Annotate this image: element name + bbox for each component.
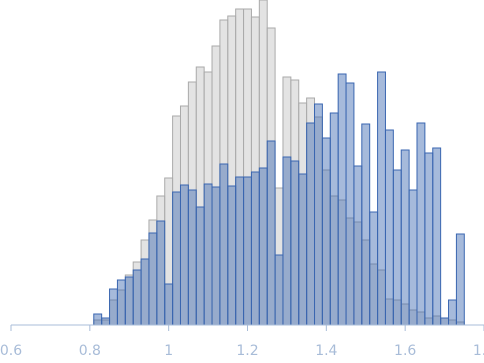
histogram-bar — [227, 185, 237, 326]
histogram-bar — [195, 206, 205, 326]
histogram-bar — [329, 112, 339, 326]
histogram-bar — [203, 183, 213, 326]
histogram-bar — [361, 123, 371, 326]
x-tick-label: 1.8 — [473, 343, 484, 359]
histogram-bar — [400, 149, 410, 326]
histogram-bar — [156, 220, 166, 326]
histogram-bar — [282, 156, 292, 326]
histogram-bar — [219, 163, 229, 326]
x-tick-label: 1.2 — [236, 343, 258, 359]
histogram-bar — [369, 211, 379, 326]
histogram-bar — [314, 103, 323, 326]
histogram-bar — [290, 160, 300, 326]
histogram-bar — [211, 186, 221, 326]
histogram-bar — [109, 288, 118, 326]
histogram-bar — [321, 137, 331, 326]
histogram-bar — [148, 232, 158, 326]
histogram-bar — [416, 122, 426, 326]
histogram-bar — [116, 279, 126, 326]
histogram-bar — [187, 189, 197, 326]
histogram-bar — [440, 317, 450, 326]
histogram-bar — [377, 71, 386, 326]
histogram-bar — [235, 176, 245, 326]
histogram-bar — [306, 122, 316, 326]
histogram-bar — [172, 191, 181, 326]
histogram-bar — [132, 269, 142, 326]
histogram-bar — [124, 276, 134, 326]
histogram-bar — [432, 147, 442, 326]
histogram-bar — [455, 233, 465, 326]
histogram-bar — [408, 189, 418, 326]
x-tick-label: 0.6 — [0, 343, 22, 359]
x-tick-label: 0.8 — [79, 343, 101, 359]
histogram-bar — [93, 313, 103, 326]
histogram-bar — [250, 171, 260, 326]
x-tick-label: 1 — [164, 343, 173, 359]
histogram-bar — [179, 184, 189, 326]
histogram-bar — [337, 73, 347, 326]
histogram-bar — [258, 167, 268, 326]
histogram-bar — [424, 152, 434, 326]
x-tick-label: 1.4 — [315, 343, 337, 359]
histogram-bar — [243, 176, 252, 326]
histogram-bar — [392, 169, 402, 326]
x-tick-label: 1.6 — [394, 343, 416, 359]
histogram-bar — [266, 140, 276, 326]
histogram-bar — [448, 299, 457, 326]
histogram-bar — [140, 258, 150, 326]
histogram-bar — [353, 165, 363, 326]
histogram-bar — [298, 173, 308, 326]
histogram-bar — [164, 283, 174, 326]
histogram-bar — [101, 317, 111, 326]
histogram-bar — [345, 82, 355, 326]
histogram-bar — [384, 129, 394, 326]
histogram-bar — [274, 254, 284, 326]
